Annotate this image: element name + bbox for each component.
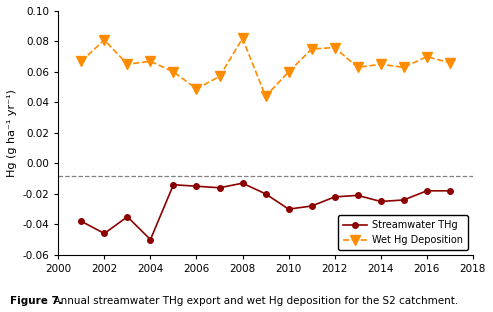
Legend: Streamwater THg, Wet Hg Deposition: Streamwater THg, Wet Hg Deposition xyxy=(338,215,468,250)
Text: Annual streamwater THg export and wet Hg deposition for the S2 catchment.: Annual streamwater THg export and wet Hg… xyxy=(47,296,458,306)
Y-axis label: Hg (g ha⁻¹ yr⁻¹): Hg (g ha⁻¹ yr⁻¹) xyxy=(7,89,17,177)
Text: Figure 7.: Figure 7. xyxy=(10,296,63,306)
